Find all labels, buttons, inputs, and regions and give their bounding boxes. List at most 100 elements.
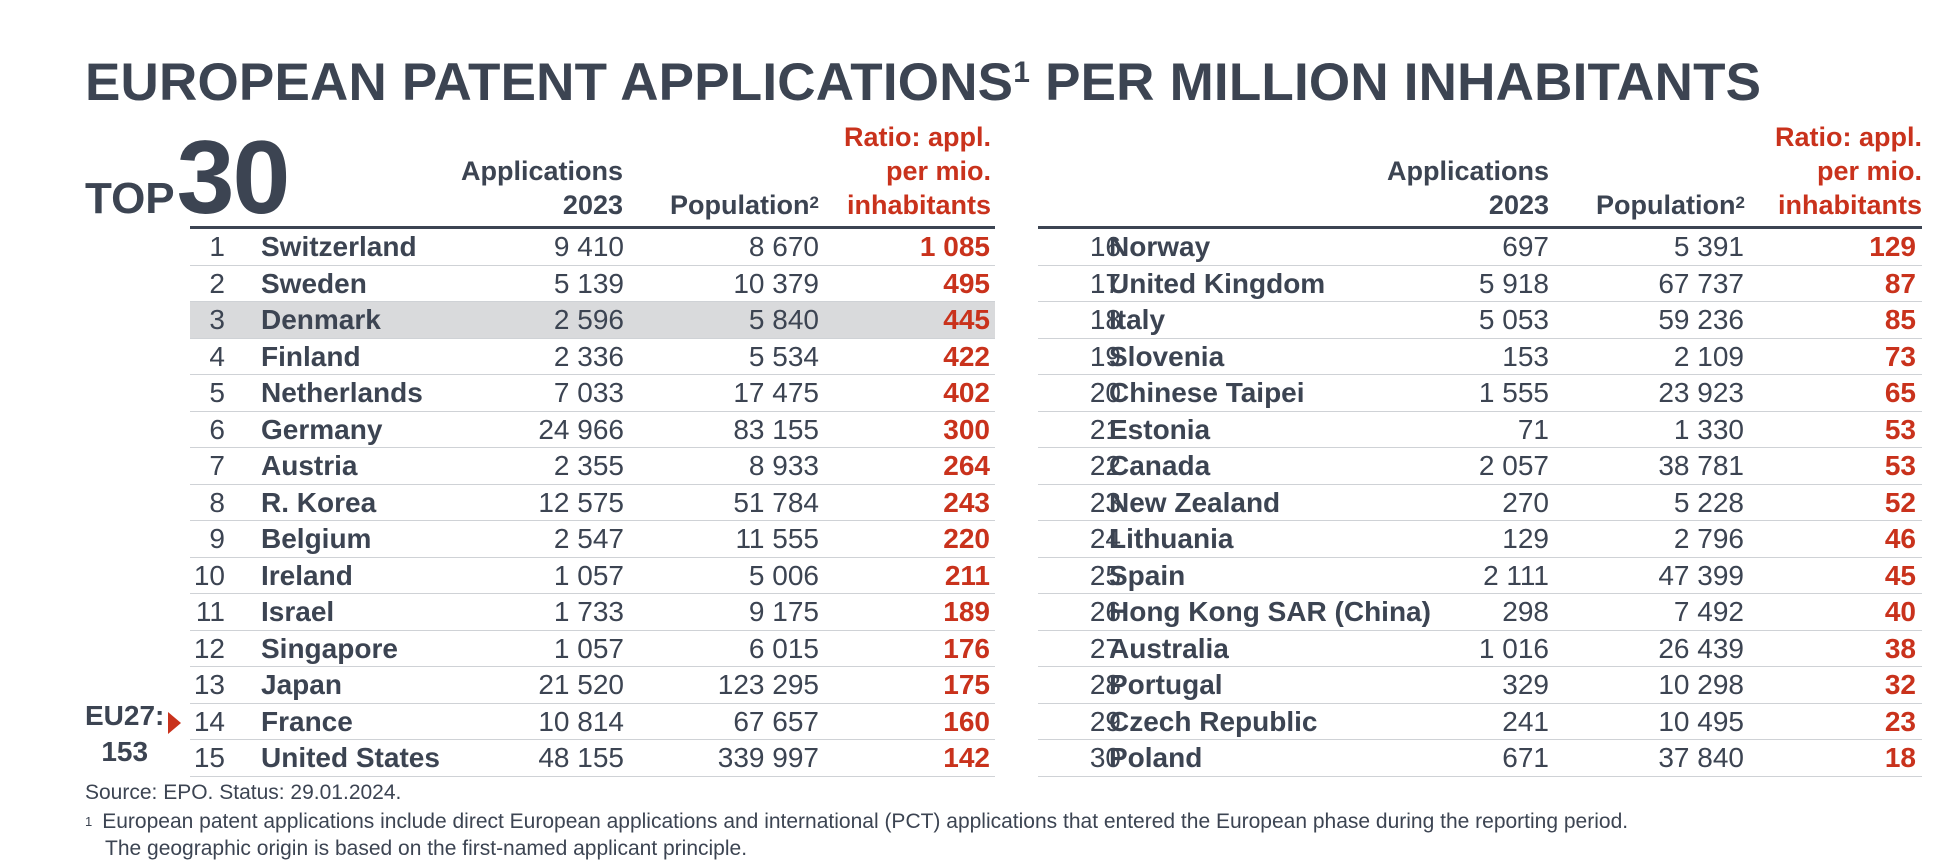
country-cell: Spain	[1109, 559, 1186, 591]
ratio-cell: 53	[1884, 413, 1916, 445]
country-cell: Australia	[1109, 632, 1229, 664]
table-row: 17 United Kingdom 5 918 67 737 87	[1038, 266, 1922, 302]
ratio-cell: 46	[1884, 523, 1916, 554]
country-cell: Switzerland	[261, 231, 417, 262]
rank-cell: 12	[193, 632, 225, 664]
applications-cell: 671	[1502, 742, 1549, 773]
top-number: 30	[176, 120, 291, 236]
table-row: 28 Portugal 329 10 298 32	[1038, 667, 1922, 704]
applications-cell: 2 547	[553, 523, 624, 554]
ratio-cell: 52	[1884, 486, 1916, 518]
applications-cell: 697	[1502, 231, 1549, 262]
applications-cell: 129	[1502, 523, 1549, 554]
applications-cell: 153	[1502, 340, 1549, 372]
rank-cell: 23	[1089, 486, 1121, 518]
table-row: 5 Netherlands 7 033 17 475 402	[190, 375, 995, 412]
rank-cell: 22	[1089, 450, 1121, 481]
population-cell: 37 840	[1658, 742, 1744, 773]
rank-cell: 8	[209, 486, 225, 518]
header-rule-left	[190, 226, 995, 229]
country-cell: Chinese Taipei	[1109, 377, 1305, 408]
table-row: 30 Poland 671 37 840 18	[1038, 740, 1922, 777]
table-row: 15 United States 48 155 339 997 142	[190, 740, 995, 777]
applications-cell: 1 016	[1478, 632, 1549, 664]
applications-cell: 2 355	[553, 450, 624, 481]
header-population-right: Population2	[1596, 190, 1745, 220]
page-title: EUROPEAN PATENT APPLICATIONS1 PER MILLIO…	[85, 53, 1762, 112]
population-cell: 6 015	[748, 632, 819, 664]
rank-cell: 29	[1089, 705, 1121, 737]
rank-cell: 4	[209, 340, 225, 372]
footnote-line1: European patent applications include dir…	[102, 810, 1629, 833]
eu27-label: EU27:	[85, 700, 165, 731]
applications-cell: 1 057	[553, 559, 624, 591]
applications-cell: 2 336	[553, 340, 624, 372]
population-cell: 17 475	[733, 377, 819, 408]
population-cell: 2 796	[1673, 523, 1744, 554]
population-cell: 8 933	[748, 450, 819, 481]
header-ratio-left: Ratio: appl. per mio. inhabitants	[844, 122, 991, 220]
applications-cell: 329	[1502, 669, 1549, 700]
table-row: 14 France 10 814 67 657 160	[190, 704, 995, 740]
table-row: 22 Canada 2 057 38 781 53	[1038, 448, 1922, 485]
ratio-cell: 160	[943, 705, 990, 737]
applications-cell: 2 596	[553, 304, 624, 335]
population-cell: 123 295	[717, 669, 819, 700]
country-cell: New Zealand	[1109, 486, 1281, 518]
population-cell: 5 840	[748, 304, 819, 335]
ratio-cell: 129	[1869, 231, 1916, 262]
ratio-cell: 176	[943, 632, 990, 664]
ratio-cell: 85	[1884, 304, 1916, 335]
ratio-cell: 264	[943, 450, 990, 481]
applications-cell: 5 139	[553, 267, 624, 299]
population-cell: 67 657	[733, 705, 819, 737]
rank-cell: 15	[193, 742, 225, 773]
table-row: 16 Norway 697 5 391 129	[1038, 229, 1922, 266]
table-row: 18 Italy 5 053 59 236 85	[1038, 302, 1922, 339]
applications-cell: 270	[1502, 486, 1549, 518]
table-row: 20 Chinese Taipei 1 555 23 923 65	[1038, 375, 1922, 412]
rank-cell: 2	[209, 267, 225, 299]
country-cell: Germany	[261, 413, 383, 445]
applications-cell: 1 057	[553, 632, 624, 664]
country-cell: Ireland	[261, 559, 353, 591]
country-cell: Italy	[1109, 304, 1166, 335]
population-cell: 7 492	[1673, 596, 1744, 627]
rank-cell: 26	[1089, 596, 1121, 627]
table-row: 2 Sweden 5 139 10 379 495	[190, 266, 995, 302]
applications-cell: 1 555	[1478, 377, 1549, 408]
rank-cell: 14	[193, 705, 225, 737]
rank-cell: 24	[1089, 523, 1121, 554]
ratio-cell: 211	[944, 559, 990, 591]
top30-badge: TOP30	[85, 126, 290, 230]
rank-cell: 3	[209, 304, 225, 335]
population-cell: 5 391	[1673, 231, 1744, 262]
rank-cell: 18	[1089, 304, 1121, 335]
applications-cell: 2 111	[1483, 559, 1549, 591]
country-cell: Lithuania	[1109, 523, 1234, 554]
table-row: 26 Hong Kong SAR (China) 298 7 492 40	[1038, 594, 1922, 631]
population-cell: 8 670	[748, 231, 819, 262]
eu27-marker-arrow-icon	[168, 712, 181, 734]
ratio-cell: 300	[943, 413, 990, 445]
rank-cell: 13	[193, 669, 225, 700]
country-cell: Israel	[261, 596, 335, 627]
header-rule-right	[1038, 226, 1922, 229]
applications-cell: 71	[1517, 413, 1549, 445]
applications-cell: 298	[1502, 596, 1549, 627]
table-row: 23 New Zealand 270 5 228 52	[1038, 485, 1922, 521]
rank-cell: 20	[1089, 377, 1121, 408]
applications-cell: 12 575	[538, 486, 624, 518]
table-row: 3 Denmark 2 596 5 840 445	[190, 302, 995, 339]
rank-cell: 17	[1089, 267, 1121, 299]
footnote-marker: 1	[85, 814, 93, 829]
applications-cell: 7 033	[553, 377, 624, 408]
source-note: Source: EPO. Status: 29.01.2024.	[85, 781, 402, 804]
applications-cell: 9 410	[553, 231, 624, 262]
table-row: 27 Australia 1 016 26 439 38	[1038, 631, 1922, 667]
country-cell: Sweden	[261, 267, 367, 299]
table-row: 24 Lithuania 129 2 796 46	[1038, 521, 1922, 558]
country-cell: Norway	[1109, 231, 1211, 262]
table-row: 1 Switzerland 9 410 8 670 1 085	[190, 229, 995, 266]
ratio-cell: 402	[943, 377, 990, 408]
